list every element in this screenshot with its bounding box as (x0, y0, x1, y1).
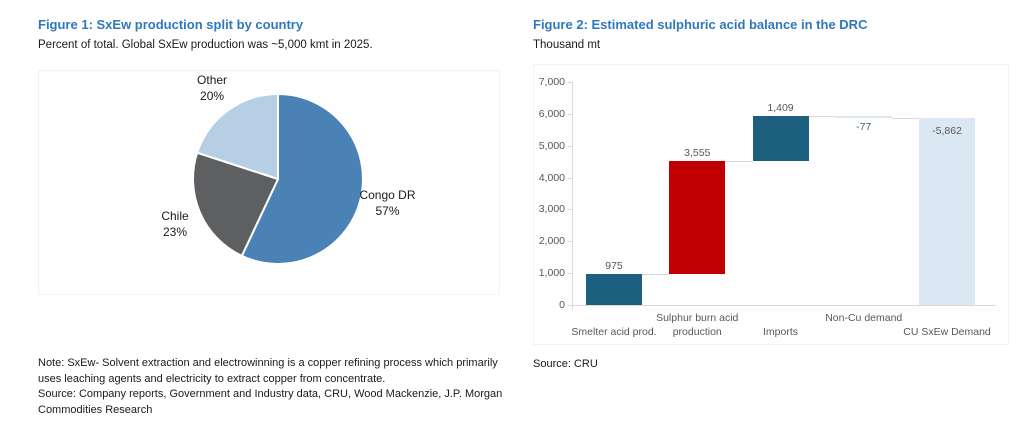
x-category-label: Imports (762, 326, 798, 338)
x-category-label: Sulphur burn acid production (656, 312, 739, 338)
y-tick-mark (568, 177, 572, 179)
pie-label-other: Other 20% (197, 73, 228, 104)
figure2-subtitle: Thousand mt (533, 39, 601, 51)
y-tick-mark (568, 241, 572, 243)
y-tick-label: 5,000 (538, 139, 565, 152)
figure1-source: Source: Company reports, Government and … (38, 388, 503, 416)
bar-value-label: 3,555 (684, 146, 711, 159)
y-tick-mark (568, 273, 572, 275)
pie-slice-chile (192, 151, 280, 258)
bar-value-label: -77 (856, 121, 872, 134)
x-axis-line (572, 305, 996, 306)
y-tick-label: 7,000 (538, 76, 565, 88)
x-category-label: CU SxEw Demand (903, 326, 991, 338)
waterfall-bar-2 (669, 160, 726, 274)
bar-value-label: 975 (605, 259, 623, 272)
x-category-label: Non-Cu demand (825, 312, 903, 324)
pie-label-chile: Chile 23% (161, 208, 189, 239)
pie-slice-congo-dr (240, 92, 364, 265)
y-tick-mark (568, 145, 572, 147)
y-tick-mark (568, 82, 572, 83)
figure1-subtitle: Percent of total. Global SxEw production… (38, 39, 373, 51)
waterfall-bar-3 (752, 115, 809, 161)
y-tick-mark (568, 113, 572, 115)
y-tick-mark (568, 305, 572, 306)
bar-value-label: 1,409 (767, 101, 794, 114)
x-category-label: Smelter acid prod. (571, 326, 657, 338)
waterfall-connector (642, 273, 670, 275)
figure2-title: Figure 2: Estimated sulphuric acid balan… (533, 17, 868, 32)
y-tick-label: 2,000 (538, 235, 565, 248)
y-tick-label: 0 (559, 299, 565, 311)
pie-label-congo-dr: Congo DR 57% (359, 188, 416, 219)
y-tick-mark (568, 209, 572, 211)
bar-value-label: -5,862 (932, 125, 962, 138)
y-tick-label: 6,000 (538, 107, 565, 120)
waterfall-bar-1 (586, 273, 642, 305)
waterfall-connector (808, 115, 836, 117)
waterfall-chart: 0 1,000 2,000 3,000 4,000 5,000 6,000 7,000 975 S… (533, 64, 1009, 345)
pie-slice-other (195, 92, 279, 181)
waterfall-connector (891, 118, 919, 120)
y-tick-label: 3,000 (538, 203, 565, 216)
figure2-source: Source: CRU (533, 358, 598, 370)
y-tick-label: 1,000 (538, 267, 565, 280)
y-tick-label: 4,000 (538, 171, 565, 184)
figure1-title: Figure 1: SxEw production split by count… (38, 17, 304, 32)
waterfall-connector (725, 160, 753, 162)
y-axis-line (572, 82, 573, 309)
figure1-note: Note: SxEw- Solvent extraction and elect… (38, 357, 498, 385)
pie-svg (192, 92, 364, 265)
figure1-note-source: Note: SxEw- Solvent extraction and elect… (38, 356, 520, 418)
waterfall-bar-5 (919, 118, 975, 305)
waterfall-bar-4 (835, 115, 892, 119)
pie-chart: Congo DR 57% Chile 23% Other 20% (38, 70, 500, 295)
